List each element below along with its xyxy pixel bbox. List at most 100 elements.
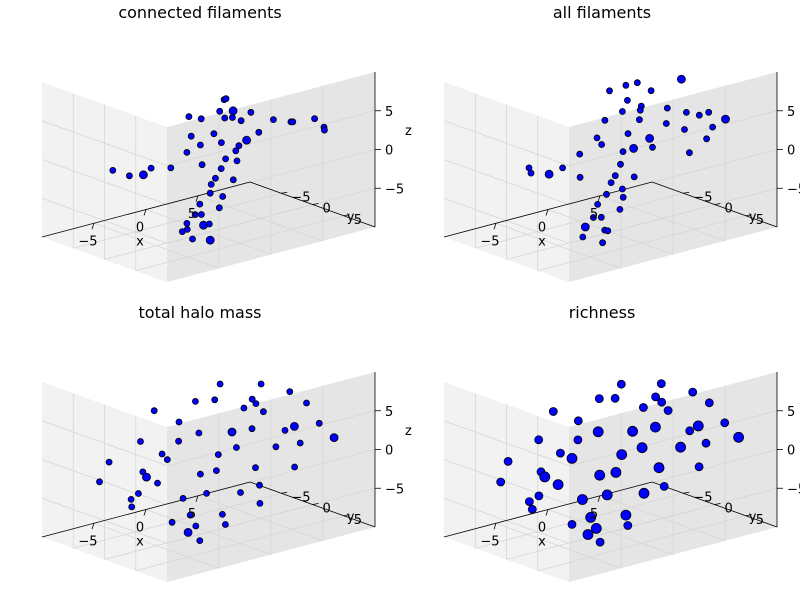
grid-line (41, 459, 168, 505)
grid-line (197, 495, 324, 542)
scatter-point (544, 169, 554, 179)
scatter-point (197, 211, 205, 218)
scatter-point (496, 477, 506, 487)
x-tick (91, 223, 95, 230)
scatter-point (576, 173, 584, 181)
x-tick (91, 523, 95, 530)
scatter-point (629, 143, 638, 153)
grid-line (135, 515, 344, 572)
z-tick-label: −5 (787, 482, 800, 497)
grid-line (537, 515, 746, 572)
z-tick-label: 0 (385, 444, 393, 459)
x-tick-label: 5 (188, 207, 196, 222)
tick-labels: −5 0 5 −5 0 5 −5 0 5 x y z (78, 105, 412, 250)
panel-all-filaments: all filaments −5 0 5 −5 0 5 −5 0 5 x y z (443, 3, 800, 282)
scatter-point (216, 380, 224, 388)
x-tick (493, 523, 497, 530)
scatter-point (659, 481, 669, 491)
scatter-point (179, 494, 187, 502)
scatter-point (192, 522, 200, 530)
scatter-point (721, 114, 730, 124)
scatter-point (616, 205, 624, 213)
x-axis-label: x (538, 235, 546, 250)
scatter-point (142, 472, 151, 482)
scatter-point (96, 478, 103, 486)
scatter-point (235, 142, 243, 150)
scatter-point (636, 116, 643, 124)
scatter-point (594, 200, 601, 208)
scatter-point (636, 442, 648, 454)
scatter-point (685, 426, 695, 436)
scatter-point (627, 425, 638, 437)
scatter-point (597, 213, 605, 221)
y-tick-label: 5 (756, 213, 764, 228)
scatter-point (158, 450, 166, 458)
scatter-point (573, 435, 583, 445)
x-tick (545, 209, 549, 216)
grid-line (41, 120, 168, 167)
x-tick-label: 5 (188, 507, 196, 522)
scatter-point (167, 164, 175, 172)
x-tick (195, 495, 199, 502)
scatter-point (649, 143, 656, 151)
scatter-point (211, 396, 219, 404)
z-tick-label: −5 (385, 482, 404, 497)
scatter-point (567, 520, 577, 529)
scatter-point (616, 379, 626, 389)
scatter-point (733, 431, 744, 443)
y-tick-label: 0 (725, 202, 733, 217)
panel-title: all filaments (553, 3, 651, 22)
y-tick-label: 5 (354, 513, 362, 528)
scatter-point (109, 166, 117, 174)
y-tick-label: −5 (291, 490, 310, 505)
scatter-point (163, 456, 171, 464)
scatter-point (603, 190, 610, 198)
scatter-point (240, 404, 248, 412)
scatter-point (315, 419, 323, 427)
scatter-point (534, 491, 544, 501)
panel-total-halo-mass: total halo mass −5 0 5 −5 0 5 −5 0 5 x y… (41, 303, 412, 582)
scatter-point (137, 438, 144, 445)
scatter-point (709, 123, 716, 131)
scatter-point (611, 172, 619, 180)
grid-line (166, 149, 376, 205)
y-tick (281, 191, 288, 194)
grid-line (104, 504, 313, 560)
scatter-point (593, 134, 601, 142)
scatter-point (248, 425, 256, 433)
scatter-point (573, 416, 583, 426)
scatter-point (311, 115, 319, 123)
z-tick-label: 0 (385, 144, 393, 159)
grid-line (135, 215, 344, 272)
tick-marks (41, 72, 381, 238)
scatter-point (656, 379, 666, 389)
scatter-point (647, 87, 655, 95)
grid-line (197, 195, 324, 242)
y-tick (312, 503, 319, 505)
scatter-point (650, 421, 661, 433)
scatter-point (196, 470, 204, 478)
panel-title: richness (569, 303, 636, 322)
scatter-point (639, 403, 648, 412)
scatter-point (601, 489, 613, 501)
scatter-point (585, 512, 597, 523)
scatter-point (651, 392, 660, 402)
scatter-point (662, 120, 670, 127)
y-tick-label: 0 (725, 502, 733, 517)
z-tick-label: −5 (787, 182, 800, 197)
grid-line (443, 420, 570, 467)
scatter-point (128, 503, 136, 511)
z-tick-label: 0 (787, 444, 795, 459)
scatter-point (147, 164, 155, 172)
scatter-point (624, 130, 632, 138)
y-tick-label: −5 (693, 490, 712, 505)
y-tick-label: −5 (693, 190, 712, 205)
z-tick-label: 5 (385, 405, 393, 420)
tick-marks (41, 372, 381, 538)
scatter-point (105, 458, 113, 466)
x-axis-label: x (136, 235, 144, 250)
grid-line (166, 410, 376, 467)
grid-line (506, 504, 715, 560)
scatter-point (185, 113, 193, 120)
scatter-point (134, 490, 142, 497)
